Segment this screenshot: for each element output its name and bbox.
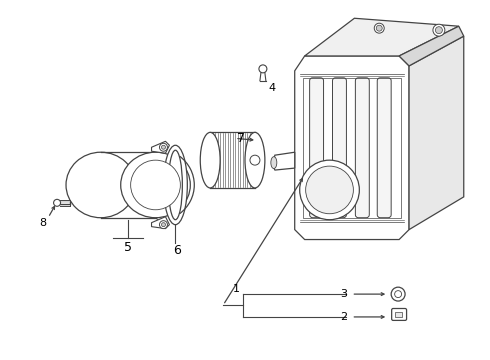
- Ellipse shape: [66, 152, 136, 218]
- Text: 2: 2: [340, 312, 347, 322]
- Circle shape: [162, 223, 166, 227]
- Circle shape: [300, 160, 359, 220]
- Ellipse shape: [271, 157, 277, 168]
- Polygon shape: [151, 217, 170, 229]
- Text: 4: 4: [269, 83, 275, 93]
- Circle shape: [162, 145, 166, 149]
- Text: 7: 7: [237, 132, 245, 145]
- Ellipse shape: [394, 291, 402, 298]
- FancyBboxPatch shape: [310, 78, 323, 218]
- Polygon shape: [409, 36, 464, 230]
- Circle shape: [436, 27, 442, 33]
- Circle shape: [159, 143, 168, 151]
- Circle shape: [306, 166, 353, 214]
- Text: 5: 5: [123, 241, 132, 254]
- Circle shape: [259, 65, 267, 73]
- Bar: [395, 312, 402, 317]
- Text: 6: 6: [173, 244, 181, 257]
- Polygon shape: [305, 18, 459, 56]
- Circle shape: [131, 160, 180, 210]
- Polygon shape: [294, 56, 409, 239]
- FancyBboxPatch shape: [377, 78, 391, 218]
- FancyBboxPatch shape: [392, 309, 407, 320]
- Text: 8: 8: [40, 218, 47, 228]
- Ellipse shape: [245, 132, 265, 188]
- FancyBboxPatch shape: [333, 78, 346, 218]
- Ellipse shape: [200, 132, 220, 188]
- Polygon shape: [273, 152, 294, 170]
- Circle shape: [159, 221, 168, 229]
- Polygon shape: [399, 26, 464, 66]
- Circle shape: [433, 24, 445, 36]
- Bar: [303, 78, 401, 218]
- Circle shape: [374, 23, 384, 33]
- Text: 1: 1: [233, 284, 240, 294]
- Ellipse shape: [121, 152, 190, 218]
- Ellipse shape: [169, 150, 182, 220]
- Text: 3: 3: [340, 289, 347, 299]
- FancyBboxPatch shape: [355, 78, 369, 218]
- Ellipse shape: [164, 145, 187, 225]
- Circle shape: [376, 25, 382, 31]
- Polygon shape: [151, 141, 170, 153]
- Circle shape: [250, 155, 260, 165]
- Circle shape: [53, 199, 61, 206]
- Ellipse shape: [391, 287, 405, 301]
